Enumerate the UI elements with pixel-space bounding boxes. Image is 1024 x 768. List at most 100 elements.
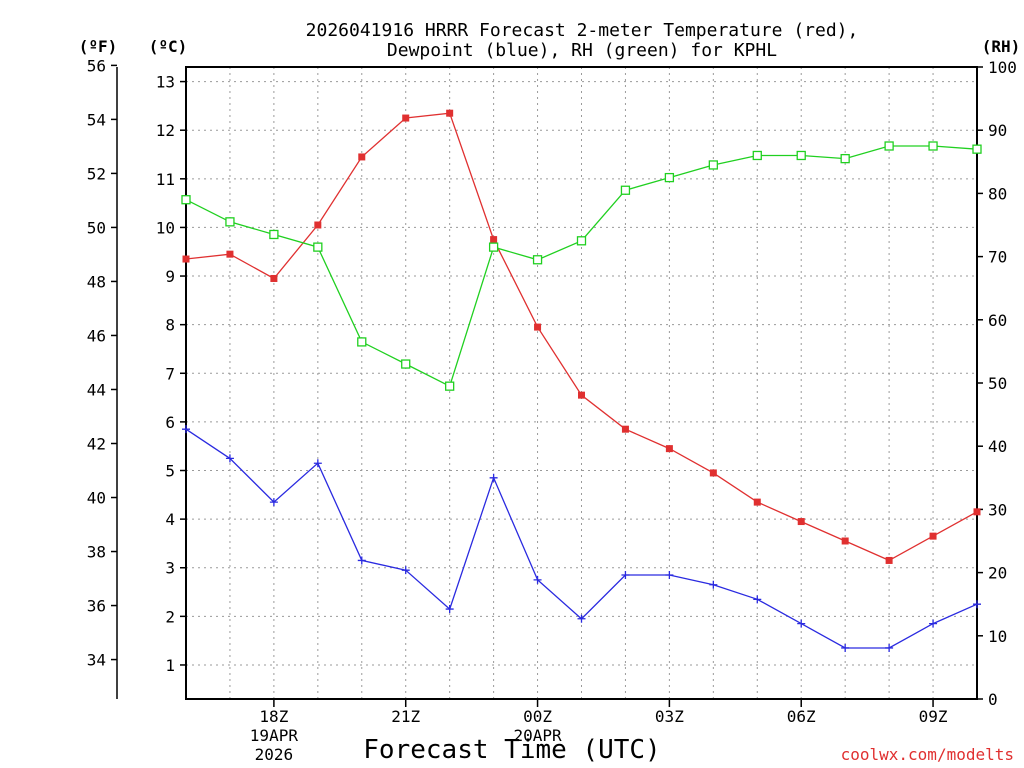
chart-title: 2026041916 HRRR Forecast 2-meter Tempera… [306, 20, 859, 61]
dewpoint-point-30 [797, 619, 806, 628]
fahrenheit-axis-unit: (ºF) [79, 37, 118, 56]
chart-title-line-1: 2026041916 HRRR Forecast 2-meter Tempera… [306, 20, 859, 41]
fahrenheit-tick-label-56: 56 [87, 56, 106, 75]
2-meter-temperature-point-28 [709, 469, 717, 477]
celsius-tick-label-5: 5 [165, 462, 175, 481]
rh-tick-label-0: 0 [988, 690, 998, 709]
2-meter-temperature-point-27 [665, 445, 673, 453]
x-tick-label-21: 21Z [391, 707, 420, 726]
celsius-tick-label-7: 7 [165, 364, 175, 383]
fahrenheit-tick-label-40: 40 [87, 489, 106, 508]
dewpoint-point-17 [225, 454, 234, 463]
rh-tick-label-20: 20 [988, 564, 1007, 583]
rh-point-29 [752, 150, 762, 161]
x-tick-label-27: 03Z [655, 707, 684, 726]
dewpoint-point-23 [489, 473, 498, 482]
dewpoint-point-20 [357, 556, 366, 565]
series-2-meter-temperature [182, 109, 981, 564]
dewpoint-point-29 [753, 595, 762, 604]
x-tick-label-18: 18Z [259, 707, 288, 726]
rh-point-16 [181, 195, 191, 205]
rh-tick-label-10: 10 [988, 627, 1007, 646]
series-rh [181, 141, 982, 391]
rh-tick-label-90: 90 [988, 121, 1007, 140]
2-meter-temperature-point-26 [621, 425, 629, 433]
dewpoint-point-27 [665, 571, 674, 580]
celsius-tick-label-6: 6 [165, 413, 175, 432]
rh-point-30 [796, 150, 806, 161]
data-series [181, 109, 982, 652]
2-meter-temperature-point-22 [446, 109, 454, 117]
rh-point-28 [708, 160, 718, 170]
2-meter-temperature-point-23 [490, 236, 498, 244]
celsius-tick-label-11: 11 [156, 170, 175, 189]
fahrenheit-tick-label-38: 38 [87, 543, 106, 562]
x-axis-title: Forecast Time (UTC) [363, 735, 660, 765]
rh-point-23 [488, 242, 499, 252]
rh-point-31 [840, 153, 850, 164]
rh-point-32 [884, 141, 894, 151]
2-meter-temperature-point-17 [226, 250, 234, 258]
rh-point-25 [576, 236, 587, 246]
2-meter-temperature-point-20 [358, 153, 366, 161]
celsius-tick-label-13: 13 [156, 73, 175, 92]
celsius-tick-label-4: 4 [165, 510, 175, 529]
rh-point-17 [225, 217, 235, 227]
2-meter-temperature-point-25 [578, 391, 585, 399]
fahrenheit-tick-label-34: 34 [87, 651, 106, 670]
2-meter-temperature-point-19 [314, 221, 322, 229]
dewpoint-point-16 [182, 425, 190, 434]
2-meter-temperature-point-33 [929, 532, 937, 540]
rh-point-18 [269, 229, 279, 240]
2-meter-temperature-point-30 [797, 518, 805, 526]
rh-tick-label-80: 80 [988, 184, 1007, 203]
rh-tick-label-30: 30 [988, 500, 1007, 519]
fahrenheit-tick-label-36: 36 [87, 597, 106, 616]
fahrenheit-tick-label-50: 50 [87, 218, 106, 237]
series-dewpoint [182, 425, 981, 652]
2-meter-temperature-point-32 [885, 556, 893, 564]
dewpoint-point-24 [533, 575, 542, 584]
dewpoint-point-34 [973, 600, 981, 609]
rh-point-24 [532, 255, 543, 265]
x-tick-label-33: 09Z [919, 707, 948, 726]
gridlines [186, 67, 977, 699]
date-label-18-0: 19APR [250, 726, 299, 745]
site-credit: coolwx.com/modelts [841, 745, 1014, 764]
dewpoint-point-18 [269, 498, 278, 507]
2-meter-temperature-point-16 [182, 255, 190, 263]
dewpoint-point-31 [841, 643, 850, 652]
date-label-18-1: 2026 [255, 745, 294, 764]
celsius-tick-label-2: 2 [165, 607, 175, 626]
rh-tick-label-100: 100 [988, 58, 1017, 77]
fahrenheit-tick-label-54: 54 [87, 110, 106, 129]
rh-tick-label-60: 60 [988, 311, 1007, 330]
celsius-tick-label-3: 3 [165, 559, 175, 578]
2-meter-temperature-point-29 [753, 498, 761, 506]
rh-point-34 [972, 144, 982, 154]
rh-point-27 [664, 172, 675, 183]
dewpoint-point-25 [577, 614, 586, 623]
rh-point-21 [401, 359, 411, 369]
dewpoint-point-33 [929, 619, 938, 628]
2-meter-temperature-point-31 [841, 537, 849, 545]
fahrenheit-tick-label-44: 44 [87, 380, 106, 399]
celsius-tick-label-12: 12 [156, 121, 175, 140]
plot-frame [185, 66, 978, 700]
dewpoint-point-21 [401, 566, 410, 575]
date-label-24-0: 20APR [513, 726, 562, 745]
fahrenheit-tick-label-42: 42 [87, 434, 106, 453]
rh-tick-label-40: 40 [988, 437, 1007, 456]
dewpoint-point-32 [885, 643, 894, 652]
axes: 3436384042444648505254561234567891011121… [87, 56, 1017, 764]
dewpoint-point-19 [313, 459, 322, 468]
rh-point-26 [620, 185, 631, 195]
celsius-tick-label-8: 8 [165, 316, 175, 335]
x-tick-label-24: 00Z [523, 707, 552, 726]
x-tick-label-30: 06Z [787, 707, 816, 726]
rh-tick-label-70: 70 [988, 248, 1007, 267]
rh-point-20 [357, 337, 367, 347]
dewpoint-point-26 [621, 571, 630, 580]
celsius-tick-label-1: 1 [165, 656, 175, 675]
